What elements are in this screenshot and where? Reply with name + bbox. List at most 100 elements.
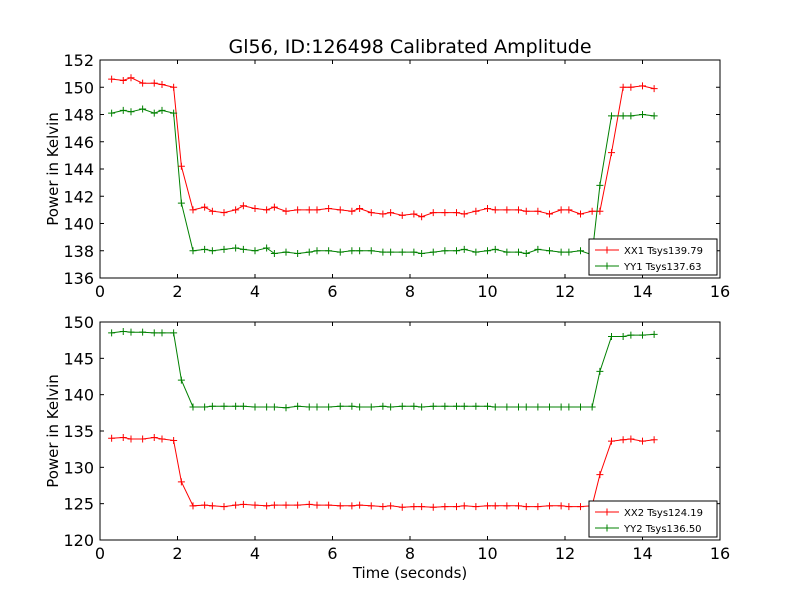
data-point [441, 402, 449, 410]
data-point [484, 402, 491, 410]
plot-frame [99, 321, 721, 541]
data-point [263, 206, 271, 214]
data-point [270, 249, 278, 257]
data-point [177, 162, 185, 170]
data-point [356, 403, 364, 411]
y-tick-label: 138 [63, 242, 94, 261]
data-point [251, 247, 259, 255]
data-point [557, 403, 565, 411]
data-point [410, 503, 418, 511]
data-point [557, 248, 565, 256]
y-tick-label: 135 [63, 422, 94, 441]
data-point [325, 501, 333, 509]
legend-marker [603, 508, 611, 516]
data-point [220, 503, 228, 511]
data-point [170, 436, 178, 444]
data-point [282, 404, 290, 412]
x-tick-label: 6 [327, 544, 337, 563]
data-point [546, 210, 553, 218]
data-point [108, 329, 116, 337]
data-point [453, 402, 460, 410]
data-point [491, 403, 499, 411]
data-point [522, 403, 530, 411]
data-point [379, 503, 387, 511]
data-point [348, 502, 356, 510]
data-point [367, 247, 375, 255]
x-tick-label: 8 [405, 282, 415, 301]
data-point [619, 83, 627, 91]
data-point [150, 79, 158, 87]
data-point [398, 248, 406, 256]
data-point [588, 207, 596, 215]
data-point [379, 402, 387, 410]
data-point [534, 245, 542, 253]
data-point [387, 209, 395, 217]
data-point [139, 328, 147, 336]
data-point [639, 82, 646, 90]
data-point [546, 247, 553, 255]
data-point [557, 206, 565, 214]
data-point [565, 248, 573, 256]
data-point [472, 503, 480, 511]
x-tick-label: 14 [632, 282, 652, 301]
data-point [627, 83, 635, 91]
data-point [177, 376, 185, 384]
data-point [577, 247, 584, 255]
data-point [336, 402, 344, 410]
data-point [158, 329, 166, 337]
data-point [577, 503, 584, 511]
data-point [239, 402, 247, 410]
data-point [348, 402, 356, 410]
data-point [650, 85, 658, 93]
data-point [410, 248, 418, 256]
data-point [201, 203, 209, 211]
data-point [453, 209, 460, 217]
data-point [263, 403, 271, 411]
data-point [158, 106, 166, 114]
data-point [108, 75, 116, 83]
legend-label: YY2 Tsys136.50 [623, 524, 702, 535]
data-point [577, 210, 584, 218]
y-tick-label: 125 [63, 495, 94, 514]
x-tick-label: 16 [710, 544, 730, 563]
data-point [220, 402, 228, 410]
x-tick-label: 6 [327, 282, 337, 301]
x-tick-label: 2 [172, 282, 182, 301]
data-point [348, 247, 356, 255]
data-point [596, 367, 604, 375]
y-tick-label: 136 [63, 269, 94, 288]
data-point [503, 502, 511, 510]
data-point [596, 207, 604, 215]
data-point [170, 109, 178, 117]
data-point [127, 435, 135, 443]
data-point [650, 112, 658, 120]
data-point [282, 207, 290, 215]
y-tick-label: 148 [63, 106, 94, 125]
data-point [619, 112, 627, 120]
data-point [398, 211, 406, 219]
data-point [119, 434, 127, 442]
legend-marker [603, 262, 611, 270]
data-point [557, 502, 565, 510]
data-point [325, 205, 333, 213]
data-point [119, 327, 127, 335]
x-tick-label: 12 [555, 282, 575, 301]
data-point [336, 248, 344, 256]
data-point [503, 248, 511, 256]
data-point [650, 330, 658, 338]
data-point [410, 210, 418, 218]
legend-label: XX2 Tsys124.19 [624, 508, 703, 519]
y-tick-label: 150 [63, 78, 94, 97]
x-tick-label: 0 [95, 282, 105, 301]
y-axis-label-top: Power in Kelvin [44, 112, 62, 226]
y-tick-label: 140 [63, 215, 94, 234]
data-point [208, 247, 216, 255]
data-point [484, 205, 491, 213]
data-point [367, 403, 375, 411]
data-point [158, 81, 166, 89]
legend-label: YY1 Tsys137.63 [623, 262, 702, 273]
data-point [429, 209, 437, 217]
data-point [336, 206, 344, 214]
data-point [313, 247, 321, 255]
data-point [639, 331, 646, 339]
